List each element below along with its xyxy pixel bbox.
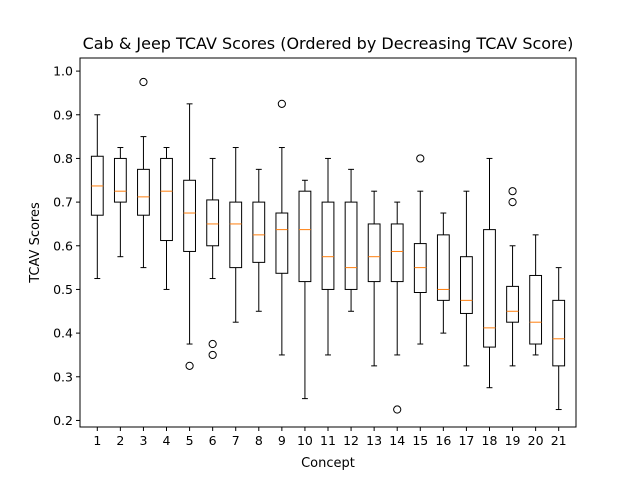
y-tick-label: 0.9 (53, 107, 73, 122)
box-concept-18 (483, 157, 496, 389)
iqr-box (436, 234, 450, 301)
iqr-box (206, 199, 220, 247)
y-tick-label: 0.5 (53, 282, 73, 297)
box-concept-12 (344, 168, 358, 312)
box-concept-6 (206, 157, 220, 360)
x-tick-label: 1 (93, 433, 101, 448)
x-tick-label: 9 (278, 433, 286, 448)
x-tick-label: 8 (255, 433, 263, 448)
x-tick-label: 21 (551, 433, 567, 448)
outlier-point (508, 198, 517, 207)
box-concept-10 (298, 179, 312, 400)
iqr-box (252, 201, 266, 263)
box-concept-8 (252, 168, 266, 312)
outlier-point (508, 187, 517, 196)
box-concept-1 (90, 114, 104, 280)
iqr-box (160, 157, 173, 242)
x-tick-label: 4 (163, 433, 171, 448)
x-tick-label: 11 (320, 433, 336, 448)
box-concept-17 (460, 190, 473, 367)
x-tick-label: 13 (366, 433, 382, 448)
y-tick-label: 0.7 (53, 195, 73, 210)
box-concept-14 (390, 201, 404, 414)
x-axis: 1 2 3 4 5 6 7 8 9 10 11 12 13 14 15 16 17 18 19 20 21 (93, 427, 567, 448)
box-concept-9 (275, 99, 289, 356)
x-tick-label: 20 (528, 433, 544, 448)
x-tick-label: 6 (209, 433, 217, 448)
iqr-box (506, 285, 519, 323)
outlier-point (208, 339, 217, 349)
iqr-box (113, 157, 127, 203)
outlier-point (139, 77, 148, 87)
y-tick-label: 0.2 (53, 413, 73, 428)
x-tick-label: 12 (343, 433, 359, 448)
x-tick-label: 3 (139, 433, 147, 448)
y-tick-label: 1.0 (53, 64, 73, 79)
iqr-box (367, 223, 381, 283)
x-tick-label: 15 (412, 433, 428, 448)
boxes (90, 77, 566, 414)
y-tick-label: 0.8 (53, 151, 73, 166)
x-tick-label: 19 (505, 433, 521, 448)
iqr-box (460, 256, 473, 314)
outlier-point (416, 154, 425, 163)
iqr-box (390, 223, 404, 283)
box-concept-13 (367, 190, 381, 367)
box-concept-15 (413, 154, 427, 345)
outlier-point (393, 405, 402, 414)
outlier-point (277, 99, 286, 108)
x-tick-label: 2 (116, 433, 124, 448)
iqr-box (529, 274, 543, 345)
x-tick-label: 10 (297, 433, 313, 448)
plot-area: 0.20.30.40.50.60.70.80.91.0 1 2 3 4 5 6 7 8 9 10 1… (53, 57, 577, 448)
iqr-box (552, 299, 566, 367)
outlier-point (185, 361, 194, 370)
box-concept-16 (436, 212, 450, 334)
iqr-box (321, 201, 335, 290)
box-concept-11 (321, 157, 335, 356)
iqr-box (275, 212, 289, 274)
iqr-box (229, 201, 243, 269)
outlier-point (208, 350, 217, 360)
box-concept-5 (183, 103, 196, 370)
iqr-box (137, 168, 150, 216)
x-tick-label: 7 (232, 433, 240, 448)
iqr-box (298, 190, 312, 283)
y-tick-label: 0.3 (53, 369, 73, 384)
x-tick-label: 14 (389, 433, 405, 448)
box-concept-19 (506, 187, 519, 367)
box-concept-20 (529, 234, 543, 356)
iqr-box (483, 229, 496, 348)
x-tick-label: 17 (458, 433, 474, 448)
y-axis: 0.2 0.3 0.4 0.5 0.6 0.7 0.8 0.9 1.0 (53, 64, 80, 428)
x-axis-label: Concept (301, 456, 355, 471)
y-tick-label: 0.6 (53, 238, 73, 253)
box-concept-21 (552, 267, 566, 411)
iqr-box (183, 179, 196, 252)
box-concept-7 (229, 147, 243, 323)
x-tick-label: 5 (186, 433, 194, 448)
x-tick-label: 18 (482, 433, 498, 448)
box-concept-4 (160, 147, 173, 290)
box-concept-2 (113, 147, 127, 258)
y-tick-label: 0.4 (53, 326, 73, 341)
box-concept-3 (137, 77, 150, 269)
chart-title: Cab & Jeep TCAV Scores (Ordered by Decre… (83, 34, 574, 53)
iqr-box (344, 201, 358, 290)
y-axis-label: TCAV Scores (28, 202, 43, 284)
x-tick-label: 16 (435, 433, 451, 448)
